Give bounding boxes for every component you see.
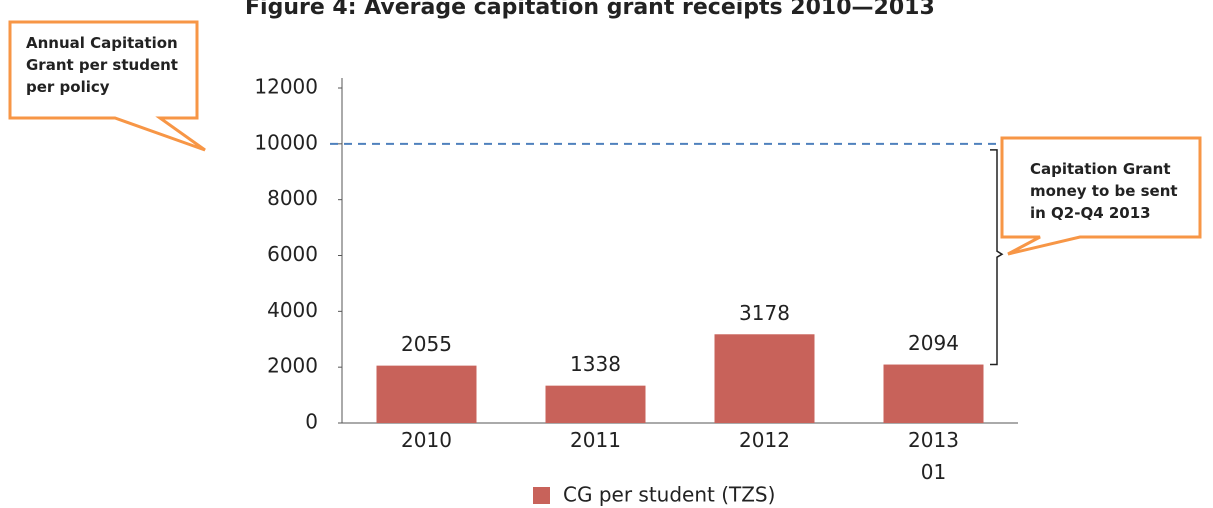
x-tick-label: 2012 <box>739 428 790 452</box>
bar <box>883 364 984 423</box>
data-label: 2094 <box>908 331 959 355</box>
x-tick-label: 2013 01 <box>908 428 959 484</box>
y-tick-label: 4000 <box>267 298 318 322</box>
data-label: 3178 <box>739 301 790 325</box>
legend-swatch <box>533 487 550 504</box>
y-tick-label: 2000 <box>267 354 318 378</box>
data-label: 1338 <box>570 352 621 376</box>
y-tick-label: 12000 <box>254 75 318 99</box>
y-tick-label: 6000 <box>267 242 318 266</box>
chart-title: Figure 4: Average capitation grant recei… <box>245 0 935 20</box>
x-tick-label: 2011 <box>570 428 621 452</box>
bar <box>545 385 646 423</box>
data-label: 2055 <box>401 332 452 356</box>
bar <box>376 365 477 423</box>
annotation: Capitation Grant money to be sent in Q2-… <box>1030 160 1178 222</box>
x-tick-label: 2010 <box>401 428 452 452</box>
legend-label: CG per student (TZS) <box>563 483 775 507</box>
callout-left <box>8 20 206 152</box>
annotation: Annual Capitation Grant per student per … <box>26 34 178 96</box>
y-tick-label: 10000 <box>254 130 318 154</box>
callout-right <box>1000 136 1202 256</box>
y-tick-label: 0 <box>305 410 318 434</box>
y-tick-label: 8000 <box>267 186 318 210</box>
bar <box>714 334 815 423</box>
bracket <box>990 149 1004 366</box>
